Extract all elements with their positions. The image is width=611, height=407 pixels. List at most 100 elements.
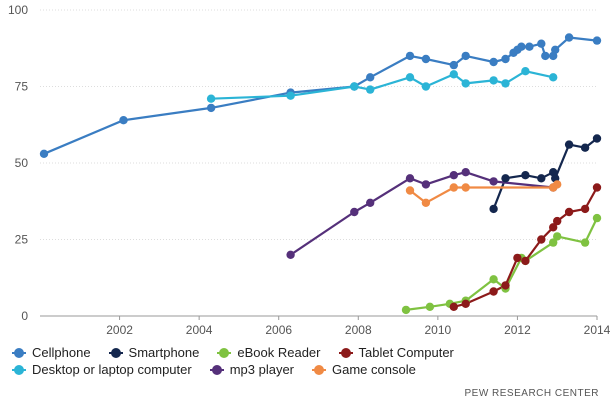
legend-item-mp3-player[interactable]: mp3 player (209, 362, 295, 377)
data-point-desktop-or-laptop-computer[interactable] (521, 67, 530, 76)
x-tick-label: 2004 (186, 323, 213, 337)
data-point-cellphone[interactable] (592, 36, 602, 45)
data-point-cellphone[interactable] (461, 51, 470, 61)
data-point-tablet-computer[interactable] (521, 256, 530, 266)
data-point-tablet-computer[interactable] (489, 287, 498, 296)
data-point-mp3-player[interactable] (405, 174, 415, 183)
data-point-smartphone[interactable] (564, 140, 574, 149)
data-point-desktop-or-laptop-computer[interactable] (421, 82, 431, 91)
data-point-cellphone[interactable] (525, 42, 534, 51)
y-tick-label: 0 (21, 309, 28, 323)
data-point-cellphone[interactable] (421, 54, 431, 64)
gridlines (40, 9, 597, 240)
data-point-mp3-player[interactable] (366, 198, 375, 207)
data-point-cellphone[interactable] (366, 73, 375, 82)
data-point-mp3-player[interactable] (489, 177, 498, 186)
data-point-desktop-or-laptop-computer[interactable] (549, 73, 558, 82)
data-point-ebook-reader[interactable] (580, 238, 590, 247)
legend-label: mp3 player (229, 362, 295, 377)
data-point-smartphone[interactable] (537, 174, 546, 183)
data-point-ebook-reader[interactable] (549, 238, 558, 247)
data-point-cellphone[interactable] (39, 149, 49, 158)
axes: 0 25 50 75 100 2002 2004 2006 2008 2010 2012 2014 (8, 3, 611, 337)
x-tick-label: 2006 (265, 323, 292, 337)
legend-item-game-console[interactable]: Game console (312, 362, 416, 377)
legend-item-cellphone[interactable]: Cellphone (12, 345, 91, 360)
data-point-tablet-computer[interactable] (449, 302, 458, 311)
data-point-game-console[interactable] (421, 198, 431, 207)
legend-row-2: Desktop or laptop computer mp3 player Ga… (12, 361, 611, 378)
data-point-desktop-or-laptop-computer[interactable] (405, 73, 415, 82)
data-point-ebook-reader[interactable] (401, 305, 411, 315)
data-point-mp3-player[interactable] (421, 180, 431, 189)
legend-item-ebook-reader[interactable]: eBook Reader (217, 345, 321, 360)
legend-marker (12, 364, 26, 375)
data-point-cellphone[interactable] (405, 51, 415, 61)
legend-label: Game console (332, 362, 416, 377)
data-point-mp3-player[interactable] (461, 168, 470, 177)
data-point-smartphone[interactable] (580, 143, 590, 152)
data-point-cellphone[interactable] (489, 57, 498, 67)
legend-label: Smartphone (128, 345, 200, 360)
data-point-desktop-or-laptop-computer[interactable] (489, 76, 498, 85)
y-tick-label: 100 (8, 3, 28, 17)
legend-marker (209, 364, 224, 375)
data-point-ebook-reader[interactable] (425, 302, 435, 311)
data-point-desktop-or-laptop-computer[interactable] (501, 79, 510, 88)
x-tick-label: 2008 (345, 323, 372, 337)
data-point-game-console[interactable] (553, 180, 562, 189)
data-point-desktop-or-laptop-computer[interactable] (206, 94, 216, 103)
data-point-mp3-player[interactable] (286, 250, 295, 259)
data-point-mp3-player[interactable] (449, 171, 458, 180)
data-point-cellphone[interactable] (206, 103, 216, 113)
data-point-tablet-computer[interactable] (592, 183, 602, 192)
data-point-cellphone[interactable] (501, 54, 510, 64)
legend-label: Desktop or laptop computer (32, 362, 192, 377)
legend-label: Cellphone (32, 345, 91, 360)
data-point-game-console[interactable] (405, 186, 415, 195)
data-point-smartphone[interactable] (489, 204, 498, 214)
y-tick-label: 50 (15, 156, 29, 170)
legend-marker (338, 347, 353, 358)
source-credit: PEW RESEARCH CENTER (464, 388, 599, 399)
data-point-game-console[interactable] (449, 183, 458, 192)
legend-item-desktop-or-laptop[interactable]: Desktop or laptop computer (12, 362, 192, 377)
data-point-tablet-computer[interactable] (461, 299, 470, 308)
data-point-desktop-or-laptop-computer[interactable] (461, 79, 470, 88)
x-tick-label: 2010 (425, 323, 452, 337)
data-point-smartphone[interactable] (592, 134, 602, 143)
data-point-mp3-player[interactable] (350, 207, 359, 217)
data-point-cellphone[interactable] (551, 45, 560, 54)
data-point-tablet-computer[interactable] (537, 235, 546, 244)
data-point-cellphone[interactable] (119, 116, 128, 125)
data-point-desktop-or-laptop-computer[interactable] (449, 70, 458, 79)
data-point-smartphone[interactable] (501, 174, 510, 183)
data-point-desktop-or-laptop-computer[interactable] (366, 85, 375, 94)
data-point-tablet-computer[interactable] (549, 223, 558, 232)
data-point-ebook-reader[interactable] (489, 275, 498, 284)
y-tick-label: 25 (15, 233, 29, 247)
legend-marker (12, 347, 26, 358)
data-point-cellphone[interactable] (537, 39, 546, 48)
data-point-tablet-computer[interactable] (501, 281, 510, 290)
data-point-desktop-or-laptop-computer[interactable] (350, 82, 359, 91)
data-point-cellphone[interactable] (541, 51, 550, 61)
data-point-desktop-or-laptop-computer[interactable] (286, 91, 295, 100)
legend-item-tablet-computer[interactable]: Tablet Computer (338, 345, 454, 360)
x-tick-label: 2002 (106, 323, 133, 337)
series-points (39, 33, 602, 315)
data-point-game-console[interactable] (461, 183, 470, 192)
data-point-cellphone[interactable] (517, 42, 526, 51)
data-point-tablet-computer[interactable] (513, 253, 522, 263)
data-point-tablet-computer[interactable] (580, 204, 590, 214)
y-tick-label: 75 (15, 80, 29, 94)
data-point-tablet-computer[interactable] (564, 207, 574, 217)
data-point-cellphone[interactable] (449, 60, 458, 70)
data-point-ebook-reader[interactable] (553, 232, 562, 241)
data-point-smartphone[interactable] (521, 171, 530, 180)
legend-item-smartphone[interactable]: Smartphone (108, 345, 200, 360)
legend-label: Tablet Computer (358, 345, 454, 360)
data-point-ebook-reader[interactable] (592, 213, 602, 223)
data-point-tablet-computer[interactable] (553, 216, 562, 226)
data-point-cellphone[interactable] (564, 33, 574, 42)
